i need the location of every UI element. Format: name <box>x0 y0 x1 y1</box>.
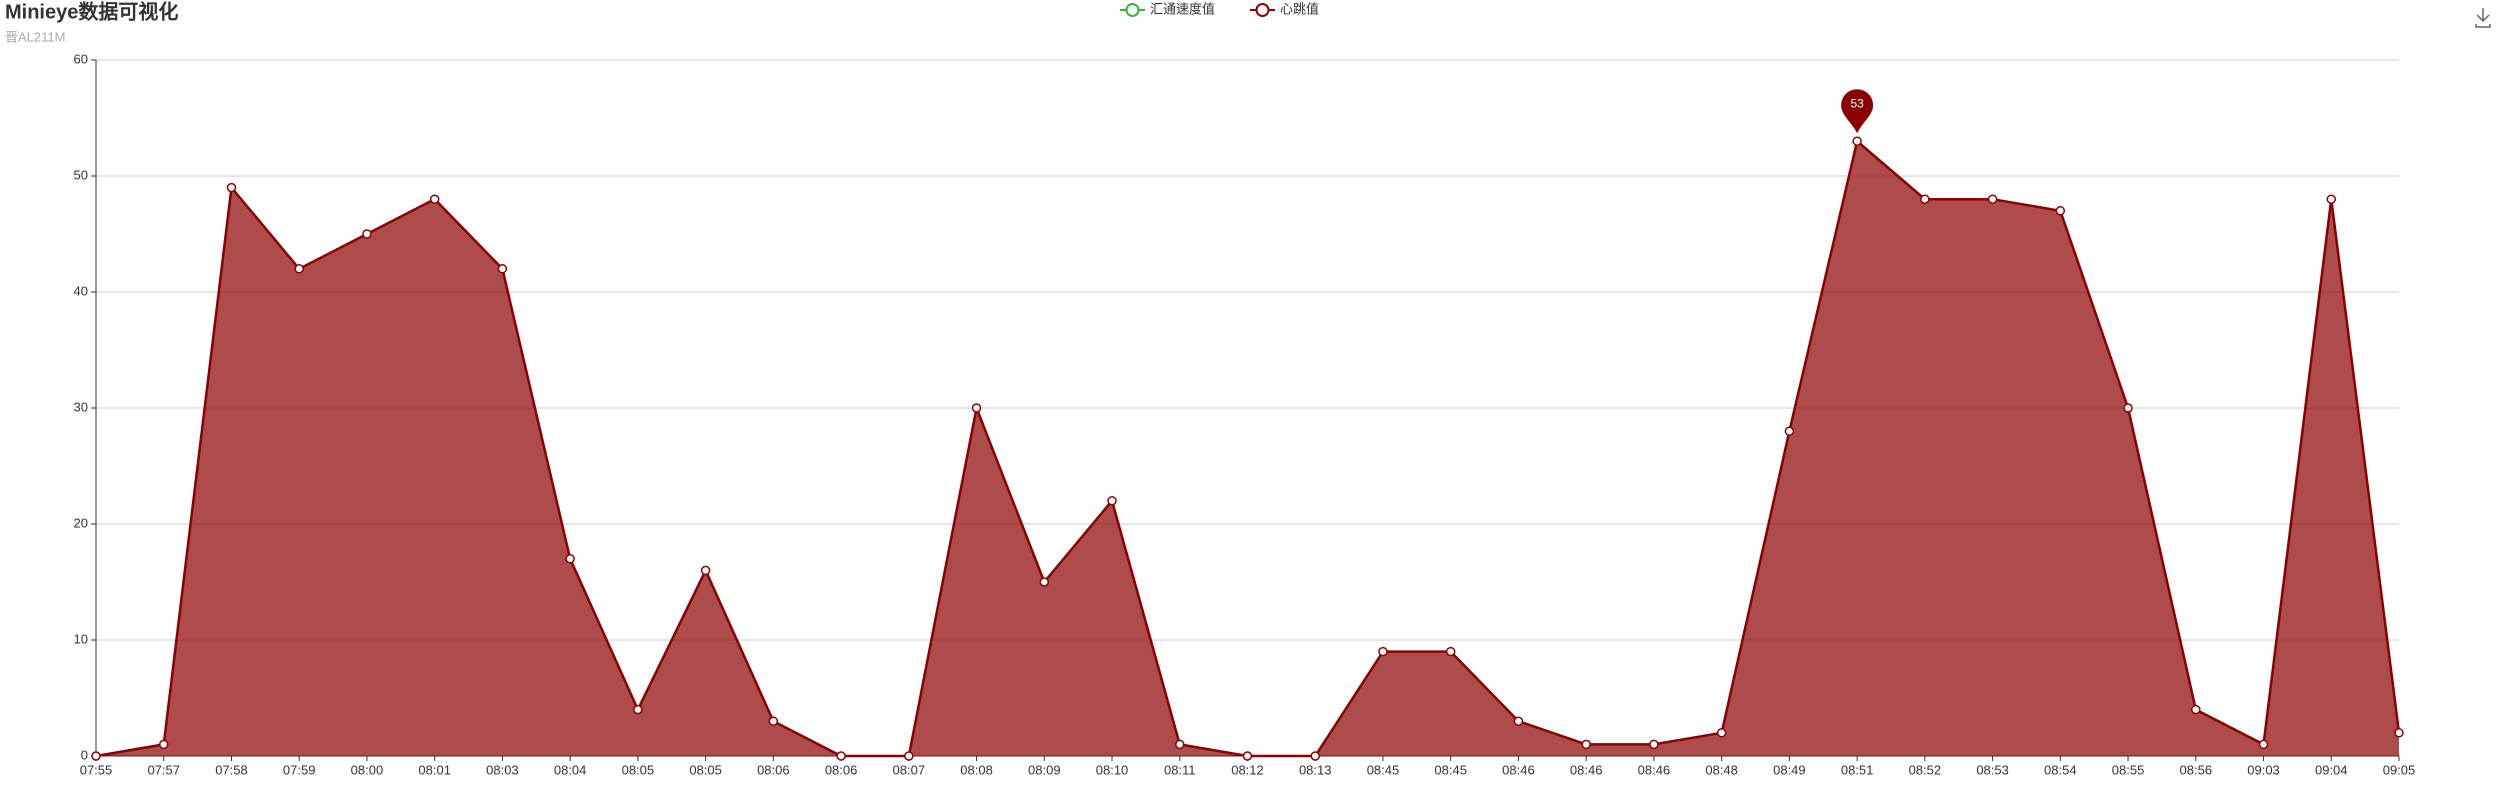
x-tick-label: 08:52 <box>1909 762 1942 777</box>
x-tick-label: 08:55 <box>2112 762 2145 777</box>
x-tick-label: 08:46 <box>1570 762 1603 777</box>
x-tick-label: 08:56 <box>2180 762 2213 777</box>
y-tick-label: 10 <box>74 631 88 646</box>
legend-symbol <box>1125 3 1140 17</box>
download-icon[interactable] <box>2475 8 2491 28</box>
point <box>1175 739 1185 750</box>
x-tick-label: 08:09 <box>1028 762 1061 777</box>
legend-symbol <box>1255 3 1270 17</box>
x-tick-label: 08:51 <box>1841 762 1874 777</box>
point <box>1378 646 1388 657</box>
point <box>904 751 914 761</box>
x-tick-label: 08:06 <box>825 762 858 777</box>
point <box>2326 194 2337 204</box>
x-tick-label: 08:48 <box>1705 762 1738 777</box>
max-pin <box>1841 89 1874 134</box>
point <box>2394 728 2404 738</box>
x-tick-label: 08:00 <box>351 762 384 777</box>
x-tick-label: 08:05 <box>689 762 722 777</box>
area <box>96 141 2399 756</box>
point <box>1039 577 1050 587</box>
point <box>1920 194 1930 204</box>
x-tick-label: 08:12 <box>1231 762 1264 777</box>
point <box>971 403 982 413</box>
y-tick-label: 50 <box>74 167 88 182</box>
x-tick-label: 08:04 <box>554 762 587 777</box>
point <box>497 264 508 274</box>
y-tick-label: 30 <box>74 399 88 414</box>
x-tick-label: 07:58 <box>215 762 248 777</box>
point <box>2123 403 2133 413</box>
point <box>1242 751 1253 761</box>
x-tick-label: 09:04 <box>2315 762 2348 777</box>
x-tick-label: 08:08 <box>960 762 993 777</box>
point <box>1513 716 1524 726</box>
point <box>768 716 779 726</box>
x-tick-label: 08:46 <box>1638 762 1671 777</box>
x-tick-label: 08:46 <box>1502 762 1535 777</box>
point <box>226 182 237 193</box>
point <box>633 704 643 715</box>
x-tick-label: 09:05 <box>2383 762 2416 777</box>
x-tick-label: 08:11 <box>1164 762 1196 777</box>
x-tick-label: 07:59 <box>283 762 316 777</box>
point <box>1716 728 1727 738</box>
point <box>1581 739 1591 750</box>
point <box>700 565 711 576</box>
x-tick-label: 08:03 <box>486 762 519 777</box>
point <box>1107 496 1117 506</box>
legend-label: 心跳值 <box>1280 1 1319 16</box>
x-tick-label: 08:45 <box>1434 762 1467 777</box>
x-tick-label: 08:45 <box>1367 762 1400 777</box>
x-tick-label: 08:53 <box>1976 762 2009 777</box>
point <box>1649 739 1659 750</box>
point <box>1445 646 1456 657</box>
y-tick-label: 0 <box>81 747 88 762</box>
point <box>1310 751 1320 761</box>
point <box>836 751 846 761</box>
point <box>1987 194 1998 204</box>
point <box>565 554 575 564</box>
x-tick-label: 07:55 <box>80 762 113 777</box>
point <box>362 229 372 239</box>
chart-subtitle: 晋AL211M <box>5 29 65 44</box>
max-pin-label: 53 <box>1850 96 1864 110</box>
x-tick-label: 08:06 <box>757 762 790 777</box>
point <box>91 751 101 761</box>
point <box>1784 426 1795 436</box>
x-tick-label: 08:10 <box>1096 762 1129 777</box>
point <box>1852 136 1862 146</box>
legend-label: 汇通速度值 <box>1150 1 1215 16</box>
x-tick-label: 07:57 <box>147 762 180 777</box>
x-tick-label: 08:07 <box>893 762 926 777</box>
x-tick-label: 08:54 <box>2044 762 2077 777</box>
point <box>2055 206 2066 216</box>
x-tick-label: 08:13 <box>1299 762 1332 777</box>
point <box>429 194 440 204</box>
point <box>2258 739 2269 750</box>
chart-title: Minieye数据可视化 <box>5 0 178 23</box>
x-tick-label: 09:03 <box>2247 762 2280 777</box>
y-tick-label: 60 <box>74 51 88 66</box>
y-tick-label: 40 <box>74 283 88 298</box>
point <box>2191 704 2201 715</box>
x-tick-label: 08:05 <box>622 762 655 777</box>
y-tick-label: 20 <box>74 515 88 530</box>
point <box>158 739 169 750</box>
point <box>294 264 304 274</box>
x-tick-label: 08:01 <box>418 762 451 777</box>
x-tick-label: 08:49 <box>1773 762 1806 777</box>
